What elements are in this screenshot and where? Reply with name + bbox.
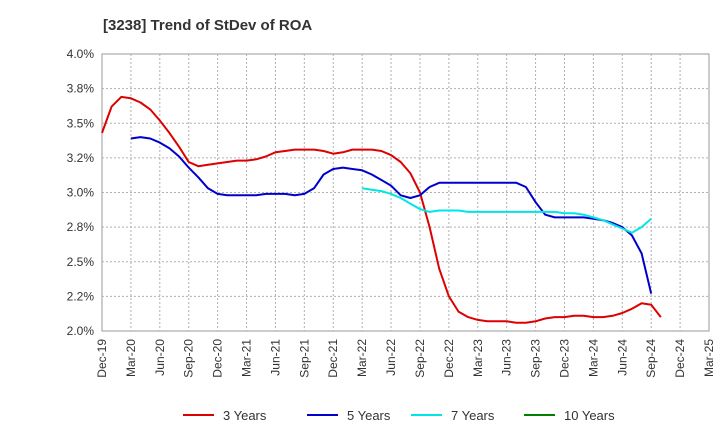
y-tick-label: 2.8% <box>67 220 95 234</box>
x-tick-label: Mar-20 <box>124 339 138 377</box>
x-tick-label: Dec-19 <box>95 339 109 378</box>
legend-label-1: 5 Years <box>347 408 391 423</box>
plot-area <box>101 53 710 332</box>
series-line-2 <box>361 187 652 234</box>
legend-label-0: 3 Years <box>223 408 267 423</box>
x-tick-label: Mar-24 <box>586 339 600 377</box>
y-tick-label: 3.5% <box>67 116 95 130</box>
chart-title: [3238] Trend of StDev of ROA <box>103 17 312 34</box>
x-tick-label: Mar-25 <box>702 339 716 377</box>
x-tick-label: Jun-22 <box>384 339 398 376</box>
series-lines <box>101 95 662 324</box>
x-tick-label: Dec-22 <box>442 339 456 378</box>
x-tick-label: Sep-22 <box>413 339 427 378</box>
x-tick-label: Mar-22 <box>355 339 369 377</box>
x-tick-label: Sep-20 <box>182 339 196 378</box>
x-tick-label: Sep-21 <box>297 339 311 378</box>
y-tick-label: 4.0% <box>67 47 95 61</box>
x-tick-label: Mar-23 <box>471 339 485 377</box>
y-tick-label: 2.0% <box>67 324 95 338</box>
series-line-1 <box>130 136 653 294</box>
x-tick-label: Mar-21 <box>240 339 254 377</box>
x-tick-label: Dec-21 <box>326 339 340 378</box>
x-tick-label: Jun-21 <box>268 339 282 376</box>
y-tick-label: 2.5% <box>67 255 95 269</box>
y-tick-label: 3.8% <box>67 82 95 96</box>
x-tick-label: Jun-23 <box>500 339 514 376</box>
y-tick-label: 2.2% <box>67 289 95 303</box>
x-tick-label: Dec-23 <box>557 339 571 378</box>
x-tick-label: Dec-24 <box>673 339 687 378</box>
legend-label-2: 7 Years <box>451 408 495 423</box>
y-axis-ticks: 2.0% 2.2% 2.5% 2.8% 3.0% 3.2% 3.5% 3.8% 4.0% <box>67 47 95 338</box>
x-tick-label: Jun-24 <box>615 339 629 376</box>
x-tick-label: Sep-23 <box>529 339 543 378</box>
y-tick-label: 3.0% <box>67 186 95 200</box>
gridlines <box>102 54 709 331</box>
x-tick-label: Sep-24 <box>644 339 658 378</box>
legend-label-3: 10 Years <box>564 408 615 423</box>
x-tick-label: Dec-20 <box>211 339 225 378</box>
series-line-0 <box>101 95 662 324</box>
legend: 3 Years 5 Years 7 Years 10 Years <box>183 408 615 423</box>
x-tick-label: Jun-20 <box>153 339 167 376</box>
x-axis-ticks: Dec-19 Mar-20 Jun-20 Sep-20 Dec-20 Mar-21 Jun-… <box>95 339 716 378</box>
y-tick-label: 3.2% <box>67 151 95 165</box>
